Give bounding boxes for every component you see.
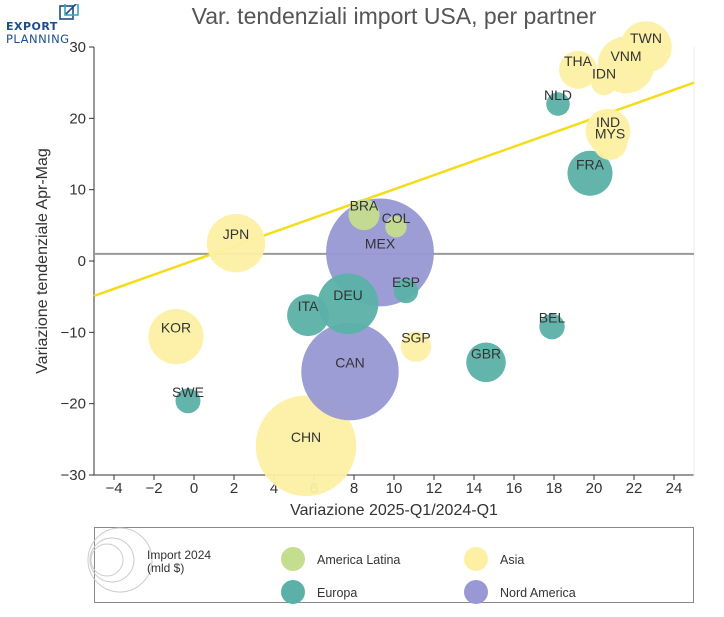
x-tick-label: 22 (626, 480, 643, 497)
point-label-ita: ITA (298, 298, 319, 314)
bubble-col (385, 216, 407, 238)
point-label-ind: IND (596, 114, 620, 130)
point-label-mys: MYS (595, 126, 625, 142)
x-tick-label: 18 (546, 480, 563, 497)
bubble-bra (348, 199, 380, 231)
x-axis-label: Variazione 2025-Q1/2024-Q1 (290, 502, 498, 519)
x-tick-label: 4 (270, 480, 278, 497)
y-tick-label: −10 (61, 324, 86, 341)
bubble-idn (591, 69, 617, 96)
bubble-mys (592, 125, 628, 160)
size-legend-circle-small (90, 543, 124, 577)
y-axis-label: Variazione tendenziale Apr-Mag (34, 148, 51, 374)
bubble-fra (567, 150, 613, 196)
legend-label-asia: Asia (500, 553, 524, 567)
axes-layer: −4−2024681012141618202224−30−20−10010203… (61, 39, 695, 497)
bubble-jpn (206, 213, 266, 273)
legend-marker-asia (464, 547, 488, 571)
bubble-swe (175, 388, 201, 414)
x-tick-label: −4 (105, 480, 122, 497)
point-label-fra: FRA (576, 156, 605, 172)
legend-marker-nord-america (464, 580, 488, 604)
x-tick-label: 2 (230, 480, 238, 497)
legend-box (94, 527, 694, 603)
point-label-bel: BEL (539, 310, 566, 326)
bubble-nld (546, 92, 570, 116)
point-label-deu: DEU (333, 287, 363, 303)
bubble-esp (393, 278, 419, 304)
point-label-vnm: VNM (610, 48, 641, 64)
legend-label-nord-america: Nord America (500, 586, 576, 600)
size-legend-circle-medium (89, 537, 135, 583)
y-tick-label: 30 (69, 39, 86, 56)
y-tick-label: 10 (69, 182, 86, 199)
bubble-gbr (466, 342, 506, 383)
size-legend-label: Import 2024 (mld $) (147, 548, 211, 575)
bubble-sgp (400, 331, 432, 362)
x-tick-label: 12 (426, 480, 443, 497)
point-label-idn: IDN (592, 66, 616, 82)
y-tick-label: 0 (78, 253, 86, 270)
point-label-jpn: JPN (223, 226, 249, 242)
point-label-twn: TWN (630, 30, 662, 46)
bubble-kor (148, 309, 204, 365)
export-planning-logo: EXPORT PLANNING (4, 4, 84, 46)
bubble-twn (620, 21, 672, 73)
x-tick-label: 8 (350, 480, 358, 497)
point-label-esp: ESP (392, 274, 420, 290)
bubble-chn (255, 395, 357, 497)
bubble-tha (558, 50, 598, 89)
logo-line-1: EXPORT (6, 20, 58, 33)
bubble-deu (317, 273, 379, 335)
point-label-nld: NLD (544, 87, 572, 103)
x-tick-label: 0 (190, 480, 198, 497)
points-layer (148, 21, 672, 497)
point-label-mex: MEX (365, 235, 396, 251)
size-legend-circle-large (87, 527, 153, 593)
x-tick-label: 20 (586, 480, 603, 497)
point-label-col: COL (382, 210, 411, 226)
point-label-swe: SWE (172, 384, 204, 400)
y-tick-label: −30 (61, 467, 86, 484)
x-tick-label: 10 (386, 480, 403, 497)
x-tick-label: 16 (506, 480, 523, 497)
legend: Import 2024 (mld $) America Latina Asia Euro… (87, 527, 694, 604)
point-label-tha: THA (564, 53, 593, 69)
point-label-bra: BRA (350, 198, 379, 214)
legend-label-america-latina: America Latina (317, 553, 400, 567)
bubble-can (301, 322, 399, 421)
y-tick-label: 20 (69, 110, 86, 127)
chart-title: Var. tendenziali import USA, per partner (192, 3, 597, 29)
point-label-sgp: SGP (401, 330, 431, 346)
x-tick-label: 24 (666, 480, 683, 497)
legend-label-europa: Europa (317, 586, 357, 600)
bubble-bel (539, 313, 565, 340)
point-label-gbr: GBR (471, 345, 501, 361)
logo-line-2: PLANNING (6, 32, 70, 46)
point-label-can: CAN (335, 355, 365, 371)
point-label-chn: CHN (291, 429, 321, 445)
y-tick-label: −20 (61, 396, 86, 413)
x-tick-label: 14 (466, 480, 483, 497)
legend-marker-europa (281, 580, 305, 604)
x-tick-label: −2 (145, 480, 162, 497)
legend-marker-america-latina (281, 547, 305, 571)
bubble-ita (287, 294, 329, 337)
point-label-kor: KOR (161, 320, 191, 336)
logo-icon (59, 4, 79, 20)
